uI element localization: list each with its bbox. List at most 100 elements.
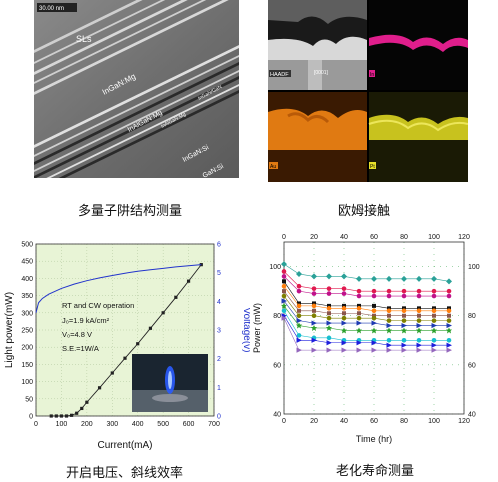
aging-xtick-label-bottom: 20 [310,418,318,425]
aging-ylabel: Power (mW) [252,303,262,353]
liv-annotation-rt: RT and CW operation [62,301,134,310]
aging-point [416,293,422,299]
aging-point [341,320,347,326]
liv-ytick-label: 100 [21,379,33,386]
aging-point [371,275,377,282]
aging-point [356,306,362,311]
liv-y2tick-label: 2 [217,356,221,363]
aging-point [401,337,407,343]
liv-power-point [161,311,165,315]
liv-xtick-label: 600 [183,421,195,428]
aging-point [386,275,392,282]
aging-point [401,327,407,334]
aging-point [432,313,436,318]
aging-point [327,303,331,308]
tem-image: 30.00 nm SLs InGaN:Mg InAlGaN:Mg InGaN:S… [34,0,239,178]
aging-point [446,308,452,314]
caption-mqw: 多量子阱结构测量 [78,204,183,219]
eds-pt-tile: Pt [368,92,468,182]
aging-point [341,286,347,291]
liv-power-point [49,414,53,418]
aging-point [431,275,437,282]
liv-svg: 0 100 200 300 400 500 600 700050100150200250300… [4,242,250,452]
liv-ytick-label: 200 [21,345,33,352]
aging-ytick-label-right: 100 [468,264,480,271]
aging-point [356,347,362,353]
aging-series-line [283,310,449,341]
aging-point [386,293,392,299]
aging-point [311,325,317,331]
aging-point [401,293,407,299]
liv-ytick-label: 450 [21,259,33,266]
aging-point [386,347,392,353]
aging-ytick-label-left: 60 [273,362,281,369]
aging-point [386,337,392,343]
tem-stripe [34,0,229,95]
aging-point [311,303,317,309]
aging-point [341,306,347,311]
liv-xtick-label: 200 [81,421,93,428]
aging-point [297,308,301,313]
liv-ytick-label: 500 [21,242,33,249]
liv-xtick-label: 700 [208,421,220,428]
aging-point [431,347,437,353]
liv-power-point [54,414,58,418]
aging-point [447,313,451,318]
eds-au-tile: Au [268,92,367,182]
aging-ytick-label-right: 40 [468,412,476,419]
aging-point [297,301,301,306]
aging-point [386,327,392,334]
tem-label-sls: SLs [76,34,92,44]
aging-point [416,318,422,323]
aging-point [296,337,302,343]
liv-power-point [136,342,140,346]
liv-ytick-label: 350 [21,293,33,300]
liv-ytick-label: 300 [21,310,33,317]
aging-point [281,283,287,289]
aging-point [326,286,332,291]
aging-point [357,311,361,316]
aging-series [281,261,452,353]
aging-point [341,340,347,346]
aging-point [326,315,332,321]
aging-ytick-label-left: 40 [273,412,281,419]
aging-point [431,322,437,329]
eds-svg: HAADF [0001] In Au Pt [268,0,468,182]
aging-xtick-label-top: 80 [400,234,408,241]
aging-point [371,308,377,314]
tem-scale-label: 30.00 nm [39,6,64,12]
aging-point [446,288,452,294]
aging-point [446,318,452,323]
aging-point [386,318,392,323]
aging-point [386,342,392,348]
eds-haadf-label: HAADF [270,72,289,78]
liv-xlabel: Current(mA) [97,440,152,451]
aging-point [431,337,437,343]
aging-point [446,278,452,285]
liv-ylabel-right: Voltage(v) [241,307,250,352]
liv-xtick-label: 100 [56,421,68,428]
aging-point [281,302,287,309]
tem-stripe [34,45,239,148]
aging-point [341,347,347,353]
aging-series-line [283,305,449,331]
liv-power-point [75,411,79,415]
liv-voltage-line [35,264,202,313]
aging-point [446,327,452,334]
tem-stripe [34,55,239,157]
aging-point [356,288,362,294]
aging-point [416,288,422,294]
liv-y2tick-label: 4 [217,299,221,306]
aging-point [417,306,421,311]
aging-point [432,306,436,311]
aging-ytick-label-left: 80 [273,313,281,320]
liv-ytick-label: 400 [21,276,33,283]
liv-xtick-label: 300 [106,421,118,428]
aging-point [371,340,377,346]
aging-point [401,347,407,353]
aging-point [282,289,286,294]
tem-stripe [34,0,166,64]
aging-point [402,306,406,311]
aging-point [371,293,377,299]
aging-point [296,318,302,324]
